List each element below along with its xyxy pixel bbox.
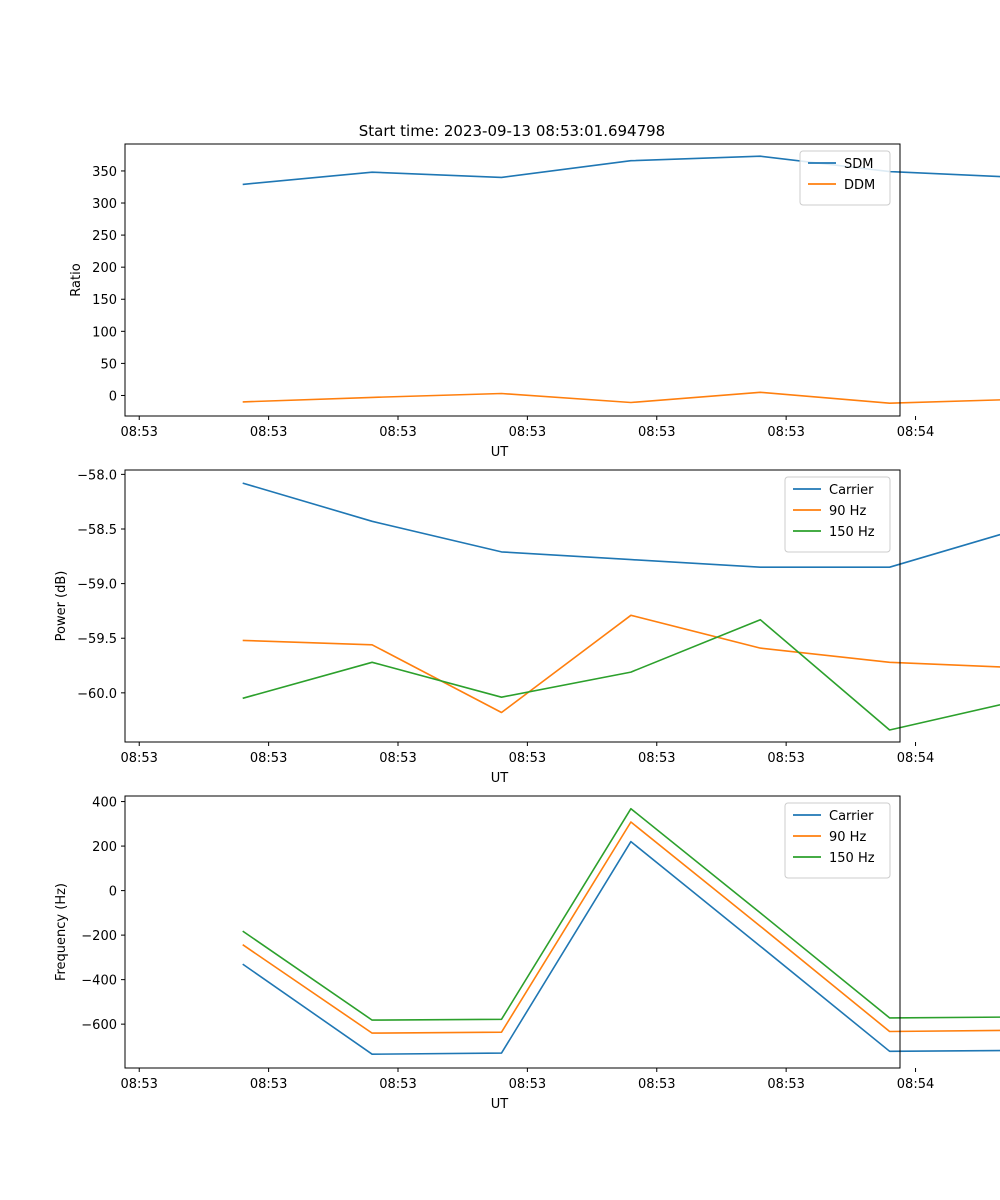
series-line-90-hz	[242, 614, 1000, 714]
series-line-carrier	[242, 482, 1000, 569]
axes-frame	[124, 469, 901, 743]
y-axis-label: Power (dB)	[54, 571, 69, 642]
series-line-sdm	[242, 155, 1000, 186]
legend-label: SDM	[844, 157, 873, 172]
x-tick-label: 08:53	[250, 425, 287, 440]
legend: Carrier 90 Hz 150 Hz	[784, 802, 891, 879]
axes-frame	[124, 795, 901, 1069]
x-axis-label: UT	[491, 445, 509, 460]
legend-box	[784, 802, 891, 879]
legend-label: DDM	[844, 178, 875, 193]
legend-label: 150 Hz	[829, 851, 875, 866]
x-tick-label: 08:53	[120, 425, 157, 440]
x-axis-label: UT	[491, 1097, 509, 1112]
y-tick-label: 0	[109, 885, 117, 900]
x-tick-label: 08:53	[120, 1077, 157, 1092]
y-tick-label: 50	[100, 357, 117, 372]
x-tick-label: 08:53	[250, 1077, 287, 1092]
x-tick-label: 08:53	[379, 1077, 416, 1092]
x-tick-label: 08:54	[897, 1077, 934, 1092]
x-tick-label: 08:53	[638, 425, 675, 440]
legend-label: Carrier	[829, 809, 874, 824]
x-tick-label: 08:53	[509, 425, 546, 440]
x-tick-label: 08:53	[379, 751, 416, 766]
series-line-90-hz	[242, 821, 1000, 1034]
legend-label: 150 Hz	[829, 525, 875, 540]
y-tick-label: −600	[81, 1018, 117, 1033]
legend-box	[799, 150, 891, 206]
x-axis-label: UT	[491, 771, 509, 786]
y-tick-label: −59.0	[77, 578, 117, 593]
y-tick-label: 300	[92, 197, 117, 212]
x-tick-label: 08:54	[897, 751, 934, 766]
x-tick-label: 08:53	[250, 751, 287, 766]
y-tick-label: 150	[92, 293, 117, 308]
series-line-carrier	[242, 840, 1000, 1055]
y-tick-label: 250	[92, 229, 117, 244]
x-tick-label: 08:53	[638, 1077, 675, 1092]
y-tick-label: −59.5	[77, 632, 117, 647]
x-tick-label: 08:53	[767, 751, 804, 766]
subplot-2: 08:53 08:53 08:53 08:53 08:53 08:53 08:54 −60.0…	[54, 468, 1000, 786]
x-tick-label: 08:53	[509, 751, 546, 766]
y-tick-label: −60.0	[77, 687, 117, 702]
legend: Carrier 90 Hz 150 Hz	[784, 476, 891, 553]
y-axis-label: Frequency (Hz)	[54, 883, 69, 981]
legend: SDM DDM	[799, 150, 891, 206]
y-tick-label: 100	[92, 325, 117, 340]
x-tick-label: 08:53	[767, 1077, 804, 1092]
legend-box	[784, 476, 891, 553]
legend-label: 90 Hz	[829, 504, 866, 519]
series-line-150-hz	[242, 807, 1000, 1021]
x-tick-label: 08:53	[509, 1077, 546, 1092]
x-tick-label: 08:54	[897, 425, 934, 440]
x-tick-label: 08:53	[120, 751, 157, 766]
series-line-ddm	[242, 391, 1000, 405]
x-tick-label: 08:53	[638, 751, 675, 766]
series-line-150-hz	[242, 618, 1000, 731]
y-tick-label: −200	[81, 929, 117, 944]
y-tick-label: −58.0	[77, 468, 117, 483]
figure-title: Start time: 2023-09-13 08:53:01.694798	[359, 122, 665, 140]
legend-label: 90 Hz	[829, 830, 866, 845]
subplot-3: 08:53 08:53 08:53 08:53 08:53 08:53 08:54 −600 −…	[54, 795, 1000, 1112]
y-tick-label: 400	[92, 796, 117, 811]
subplot-1: 08:53 08:53 08:53 08:53 08:53 08:53 08:54 0 50 10…	[69, 143, 1000, 460]
x-tick-label: 08:53	[767, 425, 804, 440]
legend-label: Carrier	[829, 483, 874, 498]
y-tick-label: 0	[109, 389, 117, 404]
y-tick-label: 200	[92, 261, 117, 276]
y-tick-label: 350	[92, 165, 117, 180]
y-axis-label: Ratio	[69, 263, 84, 296]
axes-frame	[124, 143, 901, 417]
y-tick-label: −400	[81, 974, 117, 989]
y-tick-label: −58.5	[77, 523, 117, 538]
y-tick-label: 200	[92, 840, 117, 855]
x-tick-label: 08:53	[379, 425, 416, 440]
